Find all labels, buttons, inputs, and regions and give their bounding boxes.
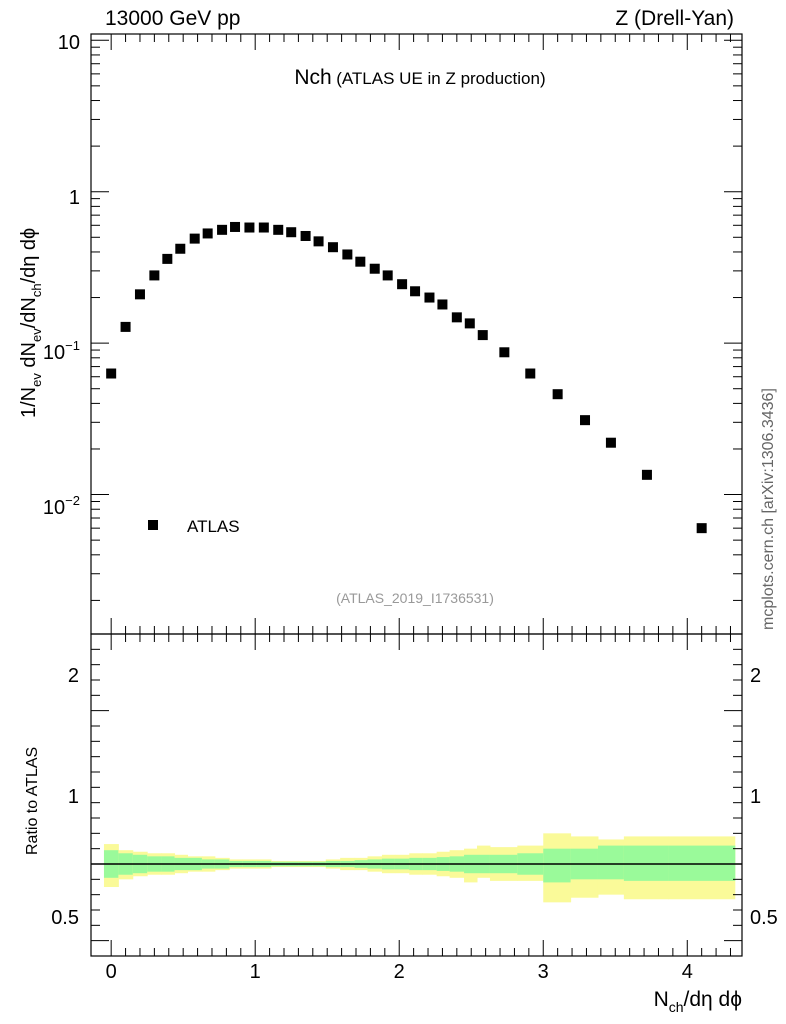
main-plot-title: Nch (ATLAS UE in Z production): [0, 66, 786, 90]
ratio-frame: [90, 633, 743, 957]
data-point: [327, 242, 338, 253]
plot-title-main: Nch: [294, 66, 332, 89]
x-tick-label: 2: [394, 961, 405, 983]
axis-ticks: [91, 34, 742, 956]
y-tick-label-ratio-0p5: 0.5: [51, 907, 79, 929]
data-point: [424, 292, 435, 303]
data-point: [273, 224, 284, 235]
data-point: [397, 279, 408, 290]
data-point: [369, 263, 380, 274]
x-tick-label: 0: [106, 961, 117, 983]
main-frame: [90, 33, 743, 635]
data-point: [300, 230, 311, 241]
legend-marker-atlas: [148, 520, 158, 530]
ratio-inner-band-bin: [668, 845, 736, 881]
data-point: [410, 286, 421, 297]
data-point: [437, 299, 448, 310]
y-tick-label-ratio-2: 2: [68, 665, 79, 687]
analysis-id: (ATLAS_2019_I1736531): [336, 590, 494, 606]
ratio-inner-band-bin: [543, 848, 572, 883]
y-tick-label-ratio-2-right: 2: [750, 665, 761, 687]
y-tick-label-main-10: 10: [58, 32, 80, 54]
y-tick-label-main-1: 1: [69, 187, 80, 209]
header-left: 13000 GeV pp: [105, 7, 241, 30]
x-tick-label: 4: [682, 961, 693, 983]
data-point: [189, 233, 200, 244]
data-point: [382, 270, 393, 281]
data-point: [355, 256, 366, 267]
x-tick-labels: 0 1 2 3 4: [106, 961, 693, 983]
data-point: [525, 368, 536, 379]
data-point: [451, 312, 462, 323]
data-point: [175, 243, 186, 254]
y-tick-label-main-0p1: 10−1: [43, 338, 80, 364]
ratio-inner-band-bin: [597, 845, 625, 880]
ratio-inner-band-bin: [623, 845, 670, 881]
y-tick-label-ratio-1: 1: [68, 786, 79, 808]
data-point: [202, 228, 213, 239]
header-right: Z (Drell-Yan): [615, 7, 734, 30]
y-tick-label-ratio-1-right: 1: [750, 786, 761, 808]
x-tick-label: 1: [250, 961, 261, 983]
data-point: [258, 222, 269, 233]
data-point: [580, 415, 591, 426]
data-point: [230, 221, 241, 232]
x-tick-label: 3: [538, 961, 549, 983]
y-tick-label-ratio-0p5-right: 0.5: [750, 907, 778, 929]
data-point: [477, 330, 488, 341]
data-point: [499, 347, 510, 358]
data-point: [134, 289, 145, 300]
x-axis-label: Nch/dη dϕ: [654, 988, 742, 1015]
data-point: [464, 318, 475, 329]
data-point: [286, 227, 297, 238]
data-point: [149, 270, 160, 281]
data-point: [244, 222, 255, 233]
data-point: [342, 249, 353, 260]
main-y-axis-label: 1/Nev dNev/dNch/dη dϕ: [18, 228, 44, 418]
ratio-y-axis-label: Ratio to ATLAS: [24, 747, 41, 855]
data-point: [162, 253, 173, 264]
data-point: [605, 437, 616, 448]
ratio-bands: [103, 833, 736, 903]
data-point: [641, 469, 652, 480]
plot-title-sub: (ATLAS UE in Z production): [336, 69, 546, 88]
y-tick-label-main-0p01: 10−2: [43, 493, 80, 519]
data-point: [120, 321, 131, 332]
data-point: [106, 368, 117, 379]
data-point: [313, 236, 324, 247]
data-point: [552, 389, 563, 400]
legend-label-atlas: ATLAS: [187, 517, 240, 536]
data-points: [106, 221, 707, 534]
data-point: [696, 523, 707, 534]
data-point: [217, 224, 228, 235]
